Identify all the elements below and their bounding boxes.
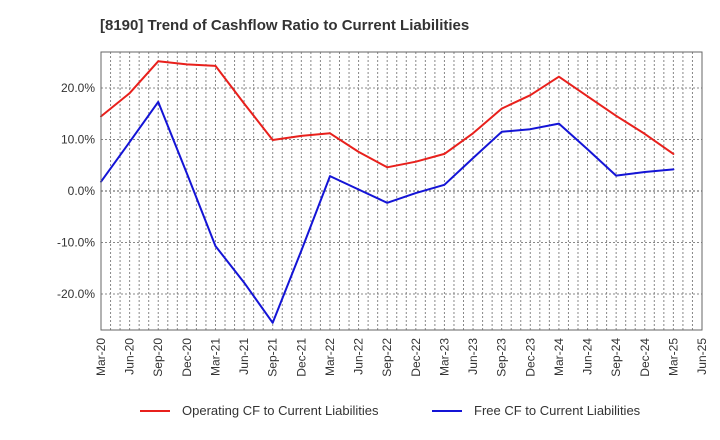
x-tick-label: Mar-20 — [94, 338, 108, 376]
legend-item-operating-cf-label: Operating CF to Current Liabilities — [182, 403, 379, 418]
x-tick-label: Dec-24 — [638, 338, 652, 377]
legend-item-free-cf-label: Free CF to Current Liabilities — [474, 403, 641, 418]
chart-title: [8190] Trend of Cashflow Ratio to Curren… — [100, 17, 469, 34]
x-tick-label: Mar-24 — [552, 338, 566, 376]
series-line-free-cf — [100, 100, 675, 324]
legend: Operating CF to Current Liabilities Free … — [140, 403, 641, 418]
x-tick-label: Sep-22 — [380, 338, 394, 377]
grid-lines — [101, 52, 702, 330]
x-tick-label: Jun-21 — [237, 338, 251, 375]
x-tick-label: Sep-24 — [609, 338, 623, 377]
x-tick-label: Jun-23 — [466, 338, 480, 375]
x-tick-label: Jun-22 — [352, 338, 366, 375]
x-tick-label: Mar-21 — [208, 338, 222, 376]
series-lines — [100, 60, 675, 324]
x-tick-label: Sep-20 — [151, 338, 165, 377]
x-axis-tick-labels: Mar-20 Jun-20 Sep-20 Dec-20 Mar-21 Jun-21 Sep-… — [94, 338, 709, 377]
x-tick-label: Mar-25 — [666, 338, 680, 376]
x-tick-label: Sep-23 — [495, 338, 509, 377]
plot-area-frame — [100, 51, 703, 331]
y-tick-label: -10.0% — [57, 235, 95, 249]
x-tick-label: Mar-22 — [323, 338, 337, 376]
x-tick-label: Dec-20 — [180, 338, 194, 377]
x-tick-label: Mar-23 — [437, 338, 451, 376]
x-tick-label: Dec-22 — [409, 338, 423, 377]
y-tick-label: 20.0% — [61, 81, 95, 95]
x-tick-label: Jun-25 — [695, 338, 709, 375]
x-tick-label: Sep-21 — [266, 338, 280, 377]
x-tick-label: Jun-20 — [123, 338, 137, 375]
y-axis-tick-labels: -20.0% -10.0% 0.0% 10.0% 20.0% — [57, 81, 95, 301]
y-tick-label: 10.0% — [61, 133, 95, 147]
series-line-operating-cf — [100, 60, 675, 169]
x-tick-label: Dec-21 — [294, 338, 308, 377]
x-tick-label: Jun-24 — [581, 338, 595, 375]
y-tick-label: 0.0% — [68, 184, 96, 198]
y-tick-label: -20.0% — [57, 287, 95, 301]
x-tick-label: Dec-23 — [523, 338, 537, 377]
